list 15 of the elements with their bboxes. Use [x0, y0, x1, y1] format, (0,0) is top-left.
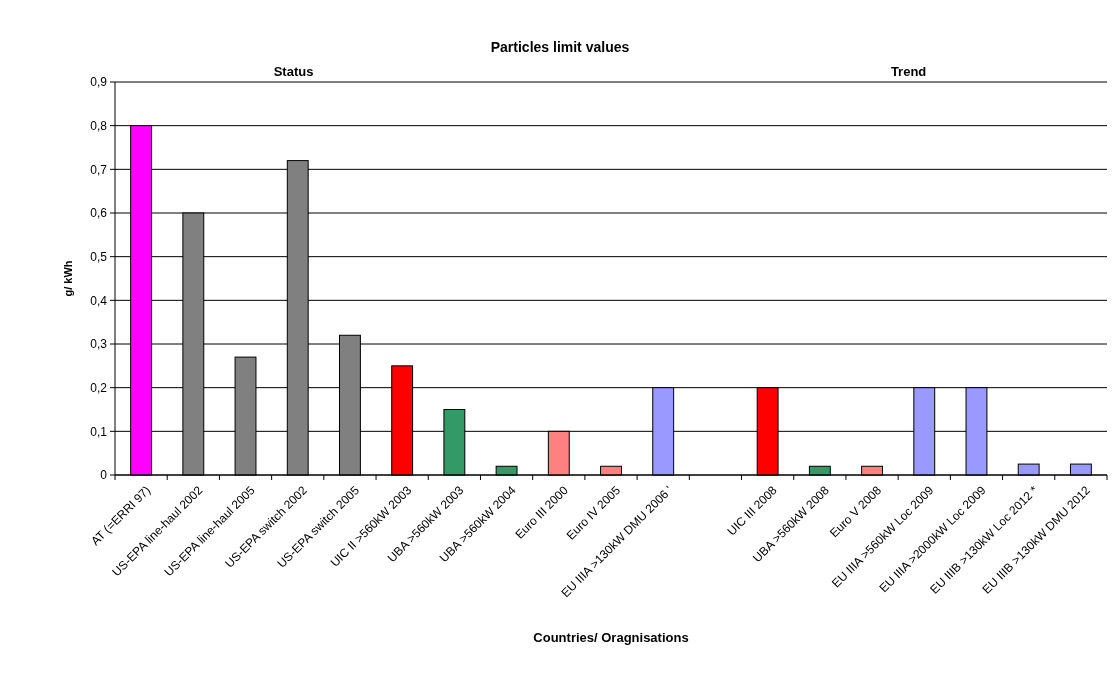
y-tick-label: 0,5	[90, 249, 108, 264]
y-tick-label: 0	[100, 468, 108, 483]
x-axis-title: Countries/ Oragnisations	[533, 630, 689, 645]
y-tick-label: 0,3	[90, 337, 108, 352]
y-tick-label: 0,7	[90, 162, 108, 177]
y-axis-title: g/ kWh	[62, 260, 74, 297]
y-tick-label: 0,9	[90, 75, 108, 90]
y-tick-label: 0,8	[90, 118, 108, 133]
y-tick-label: 0,2	[90, 380, 108, 395]
text: Status	[273, 64, 314, 79]
y-tick-label: 0,6	[90, 206, 108, 221]
chart-title: Particles limit values	[490, 39, 630, 55]
y-tick-label: 0,4	[90, 293, 108, 308]
text: Trend	[890, 64, 927, 79]
y-tick-label: 0,1	[90, 424, 108, 439]
